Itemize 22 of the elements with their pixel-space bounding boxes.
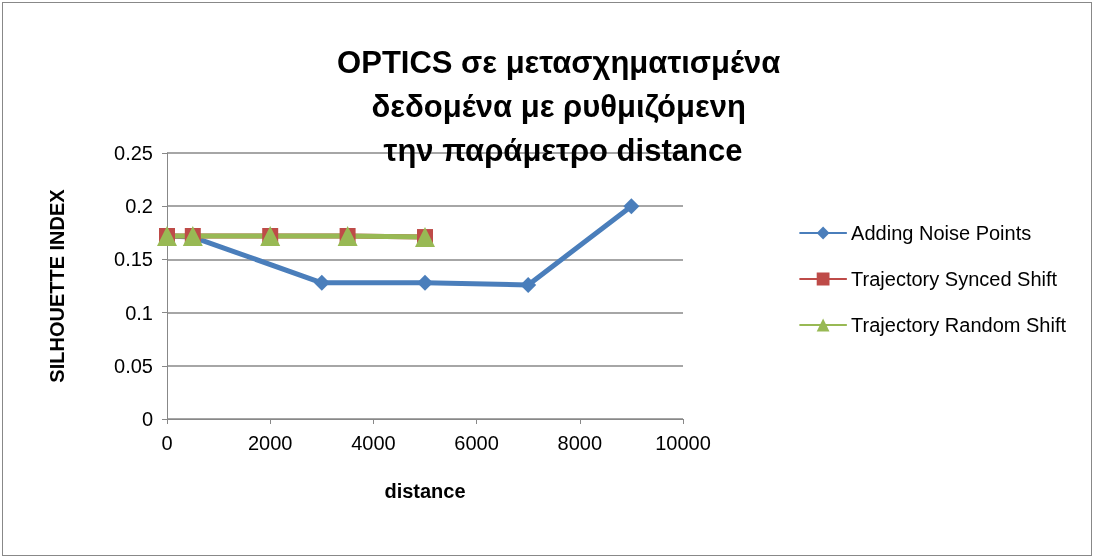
x-tick-label: 8000 xyxy=(557,432,603,454)
x-tick-label: 10000 xyxy=(655,432,711,454)
y-tick-label: 0.05 xyxy=(114,354,153,377)
x-tick-label: 4000 xyxy=(351,432,396,454)
y-tick-label: 0.25 xyxy=(114,142,153,164)
y-tick-label: 0.1 xyxy=(125,301,153,324)
legend-label: Adding Noise Points xyxy=(851,222,1032,244)
x-axis-title: distance xyxy=(384,480,466,502)
y-tick-label: 0 xyxy=(141,408,153,430)
legend-label: Trajectory Random Shift xyxy=(851,314,1067,336)
point xyxy=(520,276,537,293)
y-tick-label: 0.2 xyxy=(125,195,153,218)
x-tick-label: 6000 xyxy=(454,432,499,454)
chart-title: OPTICS σε μετασχηματισμένα δεδομένα με ρυθμιζόμενη την παράμετρο distance xyxy=(337,44,789,168)
point xyxy=(313,274,330,291)
y-tick-label: 0.15 xyxy=(114,248,153,271)
y-axis-title: SILHOUETTE INDEX xyxy=(46,188,68,383)
x-tick-label: 0 xyxy=(161,432,173,454)
point xyxy=(623,198,640,215)
point xyxy=(417,274,433,291)
legend-label: Trajectory Synced Shift xyxy=(851,268,1058,290)
x-tick-label: 2000 xyxy=(247,432,293,454)
